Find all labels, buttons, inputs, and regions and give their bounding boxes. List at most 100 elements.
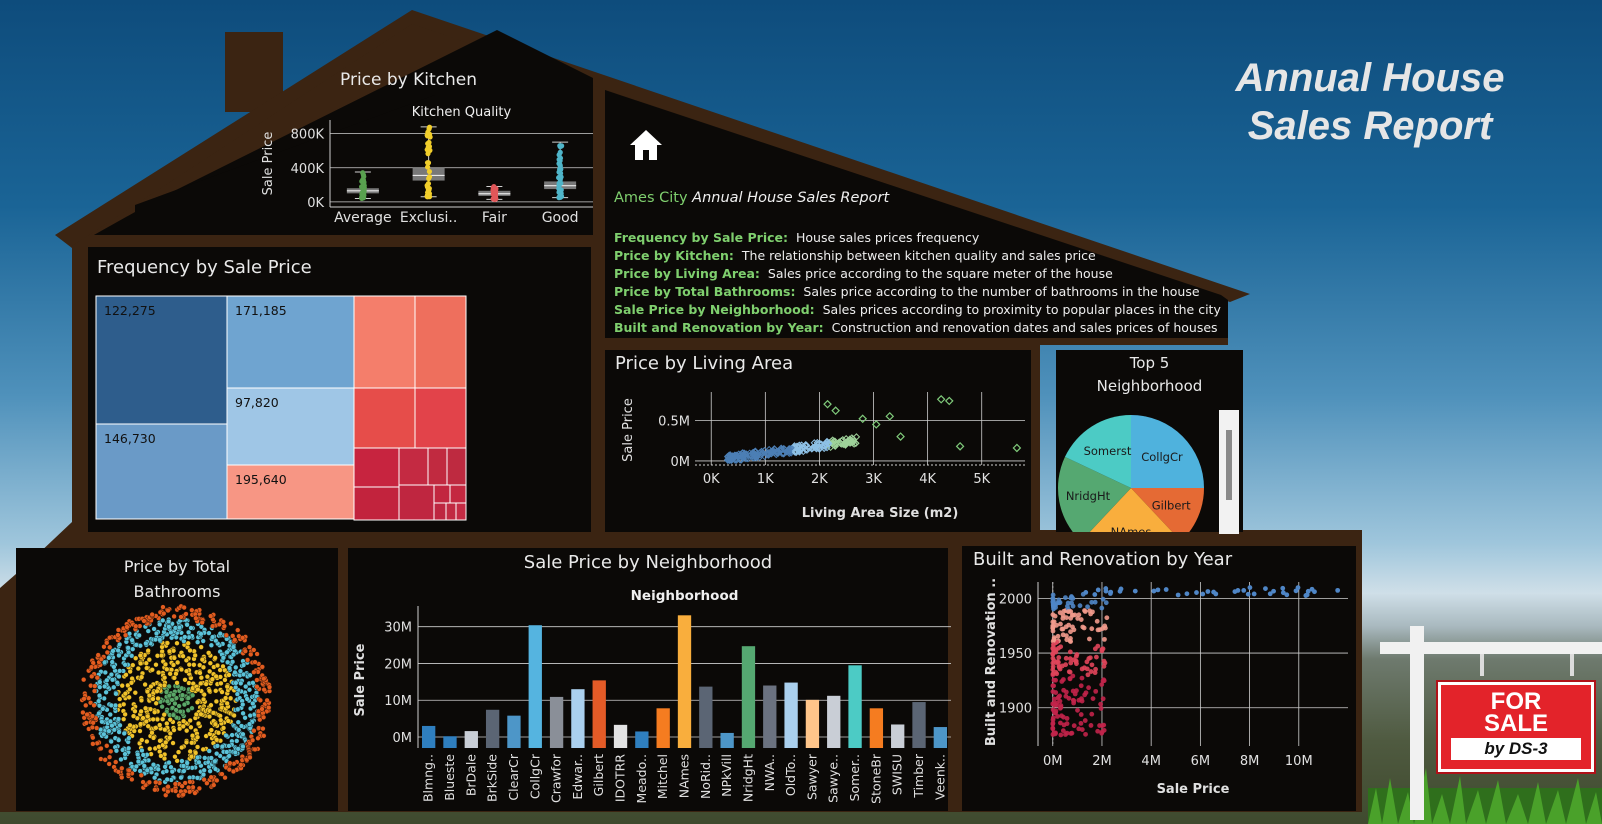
built-point: [1067, 649, 1073, 655]
bathroom-bubble: [171, 727, 177, 733]
built-point: [1213, 591, 1219, 597]
kitchen-point: [425, 144, 431, 151]
living-point: [885, 411, 895, 421]
for-sale-sign: FOR SALE by DS-3: [1438, 682, 1594, 772]
treemap-cell: [414, 387, 467, 449]
top5-slice[interactable]: [1058, 456, 1131, 541]
top5-slice[interactable]: [1131, 488, 1204, 541]
built-point: [1103, 588, 1109, 594]
info-item-text: Sales price according to the square mete…: [767, 266, 1113, 281]
bathroom-bubble: [170, 712, 177, 718]
built-point: [1132, 588, 1138, 594]
built-point: [1061, 714, 1066, 720]
built-point: [1082, 692, 1088, 698]
built-point: [1098, 701, 1104, 707]
top5-scrollbar-thumb[interactable]: [1226, 430, 1232, 500]
living-point: [777, 445, 785, 453]
built-xtick: 6M: [1191, 754, 1211, 769]
built-point: [1058, 732, 1064, 738]
bathroom-bubble: [157, 738, 163, 744]
treemap-cell: [398, 484, 435, 521]
living-xtick: 5K: [973, 472, 990, 487]
bathroom-bubble: [163, 689, 170, 695]
living-point: [813, 438, 822, 447]
built-point: [1083, 589, 1089, 595]
bathroom-bubble: [213, 698, 219, 705]
built-point: [1056, 659, 1061, 665]
bathroom-bubble: [166, 648, 173, 654]
built-point: [1101, 678, 1107, 684]
built-point: [1284, 592, 1290, 598]
kitchen-point: [557, 162, 563, 168]
built-point: [1084, 659, 1090, 665]
built-point: [1056, 655, 1062, 660]
built-point: [1071, 723, 1077, 729]
neighborhood-title: Sale Price by Neighborhood: [523, 552, 773, 573]
top5-slice-label: CollgCr: [1141, 450, 1183, 464]
bathroom-bubble: [185, 695, 191, 701]
kitchen-point: [492, 190, 498, 197]
bathroom-bubble: [189, 705, 195, 711]
bathrooms-title: Price by Total Bathrooms: [16, 554, 338, 604]
kitchen-point: [556, 152, 562, 158]
kitchen-point: [557, 186, 563, 192]
built-point: [1102, 636, 1107, 642]
bathroom-bubble: [142, 681, 148, 688]
bathroom-bubble: [195, 686, 201, 693]
bathrooms-title-line: Bathrooms: [133, 582, 221, 601]
bathroom-bubble: [146, 657, 152, 663]
bathroom-bubble: [149, 667, 155, 673]
built-point: [1057, 666, 1063, 672]
top5-slice[interactable]: [1131, 415, 1204, 488]
bathroom-bubble: [224, 700, 230, 707]
bathroom-bubble: [150, 716, 156, 722]
bathroom-bubble: [171, 655, 177, 661]
top5-title: Top 5 Neighborhood: [1056, 352, 1243, 398]
bathroom-bubble: [121, 701, 127, 707]
built-point: [1052, 613, 1058, 619]
report-title-line-1: Annual House: [1235, 56, 1505, 100]
built-point: [1293, 588, 1299, 594]
bathroom-bubble: [183, 668, 190, 674]
bathroom-bubble: [147, 746, 153, 752]
built-point: [1080, 624, 1086, 630]
bathroom-bubble: [193, 750, 199, 756]
built-point: [1067, 669, 1073, 675]
built-point: [1059, 626, 1065, 632]
bathroom-bubble: [189, 740, 195, 746]
kitchen-point: [556, 180, 562, 186]
info-item-key: Frequency by Sale Price:: [614, 230, 789, 245]
built-point: [1067, 638, 1073, 644]
living-point: [742, 454, 750, 463]
kitchen-point: [493, 195, 499, 201]
living-point: [831, 406, 841, 416]
built-point: [1055, 714, 1060, 719]
top5-scrollbar[interactable]: [1219, 410, 1239, 534]
bathroom-bubble: [148, 683, 154, 690]
built-point: [1082, 609, 1088, 614]
bathroom-bubble: [145, 723, 151, 729]
built-point: [1312, 589, 1317, 595]
home-icon[interactable]: [628, 128, 664, 162]
bathroom-bubble: [190, 692, 196, 698]
built-point: [1064, 633, 1069, 639]
bathroom-bubble: [183, 657, 189, 663]
living-point: [871, 420, 881, 429]
bathroom-bubble: [200, 746, 206, 752]
bathroom-bubble: [137, 660, 144, 667]
frequency-title: Frequency by Sale Price: [97, 257, 312, 278]
built-point: [1064, 603, 1070, 609]
top5-slice[interactable]: [1064, 415, 1131, 488]
info-city: Ames City: [614, 190, 688, 206]
built-point: [1163, 587, 1169, 592]
top5-slice[interactable]: [1081, 488, 1181, 561]
bathroom-bubble: [135, 665, 141, 672]
kitchen-point: [426, 168, 433, 175]
bathroom-bubble: [153, 662, 159, 668]
built-point: [1089, 662, 1095, 668]
living-point: [858, 414, 868, 424]
bathroom-bubble: [151, 626, 157, 632]
